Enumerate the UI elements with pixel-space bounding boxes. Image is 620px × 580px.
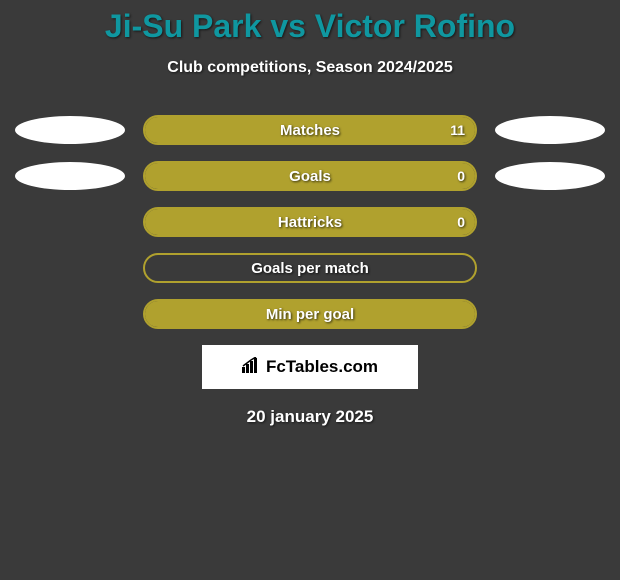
right-pill: [495, 162, 605, 190]
left-pill: [15, 300, 125, 328]
stat-bar: Matches11: [143, 115, 477, 145]
logo-text: FcTables.com: [266, 357, 378, 377]
right-pill: [495, 116, 605, 144]
stat-row: Hattricks0: [15, 207, 605, 237]
right-pill: [495, 208, 605, 236]
bar-value: 0: [457, 209, 465, 235]
bar-value: 0: [457, 163, 465, 189]
right-pill: [495, 254, 605, 282]
right-pill: [495, 300, 605, 328]
left-pill: [15, 254, 125, 282]
bar-label: Min per goal: [145, 301, 475, 327]
left-pill: [15, 162, 125, 190]
bar-label: Matches: [145, 117, 475, 143]
chart-icon: [242, 357, 262, 378]
comparison-chart: Matches11Goals0Hattricks0Goals per match…: [15, 115, 605, 329]
page-title: Ji-Su Park vs Victor Rofino: [0, 0, 620, 45]
stat-row: Goals per match: [15, 253, 605, 283]
stat-bar: Goals per match: [143, 253, 477, 283]
left-pill: [15, 208, 125, 236]
subtitle: Club competitions, Season 2024/2025: [0, 59, 620, 77]
stat-bar: Hattricks0: [143, 207, 477, 237]
stat-row: Matches11: [15, 115, 605, 145]
left-pill: [15, 116, 125, 144]
bar-label: Goals: [145, 163, 475, 189]
bar-value: 11: [450, 117, 465, 143]
stat-bar: Min per goal: [143, 299, 477, 329]
logo-box: FcTables.com: [202, 345, 418, 389]
stat-bar: Goals0: [143, 161, 477, 191]
date-label: 20 january 2025: [0, 407, 620, 427]
bar-label: Goals per match: [145, 255, 475, 281]
bar-label: Hattricks: [145, 209, 475, 235]
logo: FcTables.com: [242, 357, 378, 378]
stat-row: Min per goal: [15, 299, 605, 329]
stat-row: Goals0: [15, 161, 605, 191]
